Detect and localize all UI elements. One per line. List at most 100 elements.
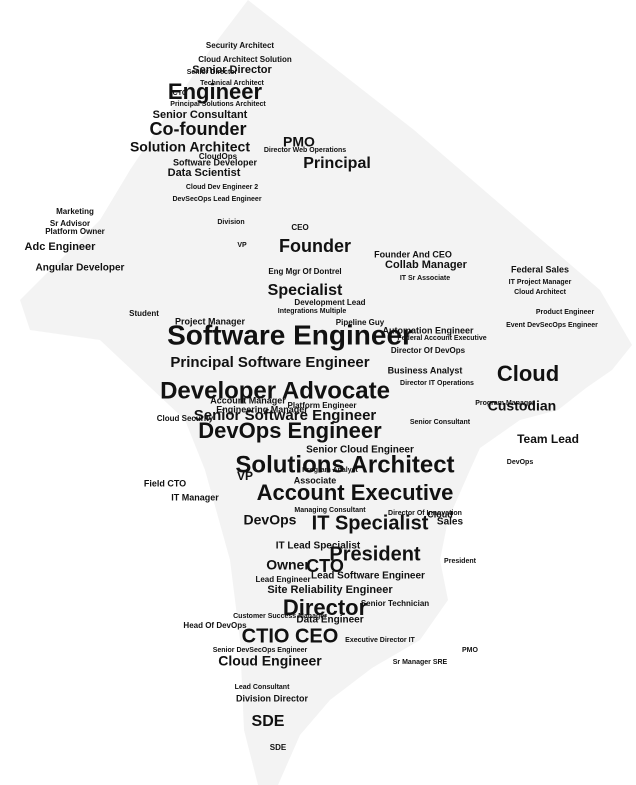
word-senior-devsecops-engineer-72: Senior DevSecOps Engineer <box>213 647 308 654</box>
word-federal-sales-66: Federal Sales <box>511 264 569 274</box>
word-solution-architect-14: Solution Architect <box>130 139 250 155</box>
word-student-48: Student <box>129 309 159 318</box>
word-pmo-23: PMO <box>283 134 315 150</box>
word-project-manager-34: Project Manager <box>175 316 246 326</box>
word-vp-47: VP <box>237 469 253 483</box>
word-integrations-multiple-74: Integrations Multiple <box>278 308 347 315</box>
word-cloud-12: Cloud <box>497 361 559 386</box>
word-data-engineer-38: Data Engineer <box>296 615 363 626</box>
word-senior-consultant-91: Senior Consultant <box>410 419 471 426</box>
word-security-architect-56: Security Architect <box>206 41 275 50</box>
word-head-of-devops-44: Head Of DevOps <box>183 621 247 630</box>
word-principal-solutions-architect-59: Principal Solutions Architect <box>170 101 266 108</box>
word-director-of-innovation-64: Director Of Innovation <box>388 510 462 517</box>
word-director-7: Director <box>283 595 368 620</box>
word-president-98: President <box>444 558 477 565</box>
word-senior-director-97: Senior Director <box>187 69 238 76</box>
word-account-manager-37: Account Manager <box>210 395 286 405</box>
word-lead-engineer-78: Lead Engineer <box>255 575 310 584</box>
word-developer-advocate-2: Developer Advocate <box>160 377 390 404</box>
word-cloud-82: Cloud <box>427 509 453 519</box>
word-division-director-43: Division Director <box>236 693 309 703</box>
word-it-lead-specialist-28: IT Lead Specialist <box>276 541 361 552</box>
word-it-specialist-5: IT Specialist <box>312 512 429 534</box>
word-managing-consultant-77: Managing Consultant <box>294 507 366 514</box>
word-director-web-operations-73: Director Web Operations <box>264 147 346 154</box>
word-site-reliability-engineer-26: Site Reliability Engineer <box>267 584 393 596</box>
word-it-sr-associate-88: IT Sr Associate <box>400 275 450 282</box>
word-cloud-architect-96: Cloud Architect <box>514 289 567 296</box>
word-software-developer-60: Software Developer <box>173 157 258 167</box>
word-marketing-49: Marketing <box>56 207 94 216</box>
word-custodian-24: Custodian <box>488 398 556 414</box>
word-development-lead-55: Development Lead <box>294 298 365 307</box>
word-automation-engineer-41: Automation Engineer <box>382 325 473 335</box>
word-program-manager-90: Program Manager <box>475 400 535 407</box>
word-devops-engineer-4: DevOps Engineer <box>198 418 382 443</box>
word-pmo-86: PMO <box>462 647 479 654</box>
word-associate-53: Associate <box>294 475 337 485</box>
word-business-analyst-42: Business Analyst <box>388 365 463 375</box>
word-platform-owner-51: Platform Owner <box>45 227 105 236</box>
word-president-6: President <box>329 543 420 565</box>
word-founder-11: Founder <box>279 236 351 256</box>
word-cloud-architect-solution-57: Cloud Architect Solution <box>198 55 292 64</box>
word-devops-19: DevOps <box>244 512 297 528</box>
word-field-cto-45: Field CTO <box>144 478 186 488</box>
word-sales-39: Sales <box>437 517 464 528</box>
word-engineering-manager-36: Engineering Manager <box>216 404 308 414</box>
word-collab-manager-40: Collab Manager <box>385 259 468 271</box>
word-adc-engineer-32: Adc Engineer <box>25 241 97 253</box>
word-devops-92: DevOps <box>507 459 534 466</box>
word-senior-technician-69: Senior Technician <box>361 599 429 608</box>
word-executive-director-it-70: Executive Director IT <box>345 637 415 644</box>
word-sde-21: SDE <box>252 713 285 730</box>
word-it-project-manager-67: IT Project Manager <box>509 279 572 286</box>
word-eng-mgr-of-dontrel-63: Eng Mgr Of Dontrel <box>268 267 341 276</box>
word-cloudops-80: CloudOps <box>199 152 238 161</box>
word-angular-developer-33: Angular Developer <box>36 263 125 274</box>
word-product-engineer-93: Product Engineer <box>536 309 595 316</box>
word-sr-manager-sre-99: Sr Manager SRE <box>393 659 448 666</box>
word-sr-advisor-50: Sr Advisor <box>50 219 90 228</box>
word-program-analyst-75: Program Analyst <box>302 467 358 474</box>
word-cto-18: CTO <box>306 556 344 576</box>
word-pipeline-guy-54: Pipeline Guy <box>336 318 385 327</box>
word-technical-architect-58: Technical Architect <box>200 80 264 87</box>
word-software-engineer-0: Software Engineer <box>167 319 413 350</box>
word-director-of-devops-68: Director Of DevOps <box>391 346 466 355</box>
word-specialist-13: Specialist <box>268 282 343 299</box>
word-division-81: Division <box>217 219 244 226</box>
word-federal-account-executive-95: Federal Account Executive <box>397 335 486 342</box>
word-account-executive-3: Account Executive <box>257 480 454 505</box>
word-senior-consultant-29: Senior Consultant <box>153 109 248 121</box>
word-it-manager-46: IT Manager <box>171 492 219 502</box>
word-ctio-ceo-8: CTIO CEO <box>242 625 339 647</box>
word-cloud-engineer-17: Cloud Engineer <box>218 653 322 669</box>
word-senior-cloud-engineer-35: Senior Cloud Engineer <box>306 445 414 456</box>
word-cloud-security-52: Cloud Security <box>157 414 214 423</box>
word-platform-engineer-76: Platform Engineer <box>288 401 357 410</box>
word-solutions-architect-1: Solutions Architect <box>235 451 454 478</box>
word-senior-software-engineer-16: Senior Software Engineer <box>194 407 377 424</box>
word-lead-software-engineer-27: Lead Software Engineer <box>311 571 425 582</box>
word-lead-consultant-71: Lead Consultant <box>235 684 291 691</box>
word-principal-22: Principal <box>303 155 371 172</box>
word-team-lead-25: Team Lead <box>517 432 579 446</box>
word-senior-director-30: Senior Director <box>192 64 272 76</box>
word-director-it-operations-94: Director IT Operations <box>400 380 474 387</box>
word-customer-success-manager-79: Customer Success Manager <box>233 613 327 620</box>
word-data-scientist-31: Data Scientist <box>168 167 241 179</box>
word-sde-85: SDE <box>270 743 287 752</box>
dc-map-silhouette <box>20 0 632 785</box>
word-principal-software-engineer-15: Principal Software Engineer <box>170 354 369 371</box>
word-owner-20: Owner <box>266 557 310 573</box>
word-devsecops-lead-engineer-62: DevSecOps Lead Engineer <box>172 196 261 203</box>
word-co-founder-10: Co-founder <box>150 119 247 139</box>
word-engineer-9: Engineer <box>168 79 263 104</box>
word-founder-and-ceo-65: Founder And CEO <box>374 249 452 259</box>
word-vp-87: VP <box>237 242 247 249</box>
word-cto-84: CTO <box>173 90 188 97</box>
word-event-devsecops-engineer-89: Event DevSecOps Engineer <box>506 322 598 329</box>
